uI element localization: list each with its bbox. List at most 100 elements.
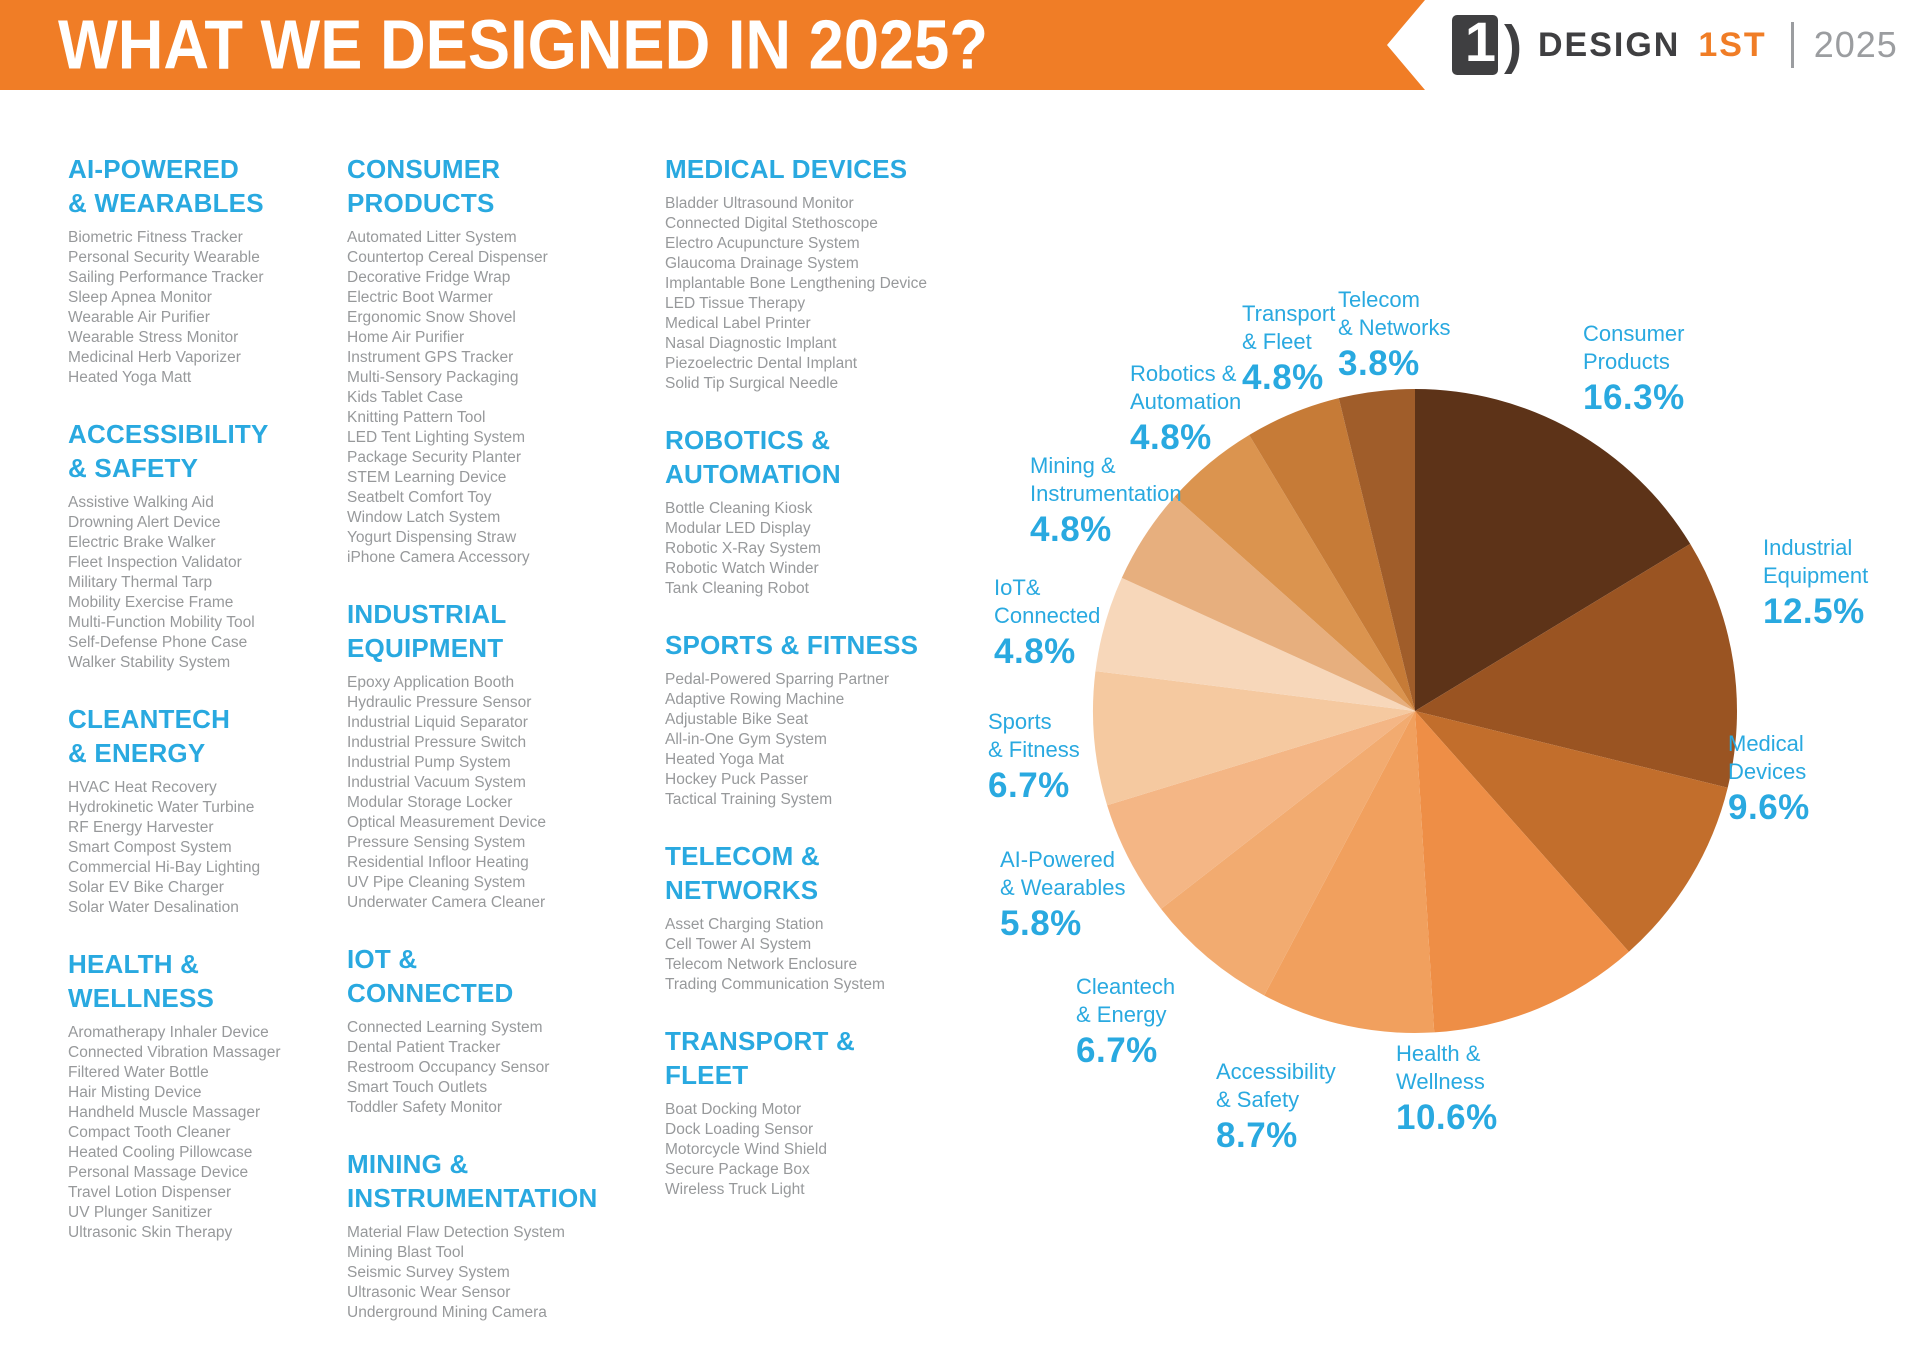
category-item: Tank Cleaning Robot	[665, 580, 809, 597]
pie-label-percent: 16.3%	[1583, 378, 1685, 417]
pie-label-mining-instrumentation: Mining & Instrumentation 4.8%	[1030, 452, 1182, 549]
category-item: Smart Touch Outlets	[347, 1079, 488, 1096]
category-item: Wearable Stress Monitor	[68, 329, 239, 346]
category-item: Underwater Camera Cleaner	[347, 894, 546, 911]
category-section: TRANSPORT & FLEET Boat Docking Motor Dock L…	[665, 1024, 980, 1200]
category-column-2: CONSUMER PRODUCTS Automated Litter System C…	[347, 152, 652, 1352]
category-section: SPORTS & FITNESS Pedal-Powered Sparring P…	[665, 628, 980, 810]
category-item: Tactical Training System	[665, 791, 833, 808]
category-heading: SPORTS & FITNESS	[665, 630, 919, 660]
category-item: Aromatherapy Inhaler Device	[68, 1024, 269, 1041]
pie-label-robotics-automation: Robotics & Automation 4.8%	[1130, 360, 1241, 457]
category-section: MEDICAL DEVICES Bladder Ultrasound Monito…	[665, 152, 980, 394]
category-item: Home Air Purifier	[347, 329, 465, 346]
category-item: Heated Yoga Mat	[665, 751, 784, 768]
category-item: Knitting Pattern Tool	[347, 409, 486, 426]
pie-slice-accessibility-safety	[1264, 711, 1435, 1034]
category-item: LED Tent Lighting System	[347, 429, 526, 446]
category-item-list: Aromatherapy Inhaler Device Connected Vib…	[68, 1023, 343, 1243]
pie-label-name: Medical Devices	[1728, 731, 1807, 784]
category-item: Mining Blast Tool	[347, 1244, 464, 1261]
pie-label-transport-fleet: Transport & Fleet 4.8%	[1242, 300, 1335, 397]
pie-label-accessibility-safety: Accessibility & Safety 8.7%	[1216, 1058, 1336, 1155]
category-item: Ultrasonic Skin Therapy	[68, 1224, 233, 1241]
category-item: Nasal Diagnostic Implant	[665, 335, 837, 352]
category-item: Motorcycle Wind Shield	[665, 1141, 827, 1158]
category-item: Instrument GPS Tracker	[347, 349, 514, 366]
pie-label-percent: 5.8%	[1000, 904, 1082, 943]
design1st-mark-icon: 1	[1452, 15, 1498, 75]
category-heading: MINING & INSTRUMENTATION	[347, 1149, 598, 1213]
category-item: Restroom Occupancy Sensor	[347, 1059, 550, 1076]
pie-label-name: Industrial Equipment	[1763, 535, 1869, 588]
category-item: Smart Compost System	[68, 839, 232, 856]
category-item: Cell Tower AI System	[665, 936, 812, 953]
category-item: Glaucoma Drainage System	[665, 255, 859, 272]
category-item: HVAC Heat Recovery	[68, 779, 217, 796]
category-item: RF Energy Harvester	[68, 819, 214, 836]
category-item: Trading Communication System	[665, 976, 885, 993]
category-item: Drowning Alert Device	[68, 514, 221, 531]
category-item: Seatbelt Comfort Toy	[347, 489, 492, 506]
category-heading: HEALTH & WELLNESS	[68, 949, 215, 1013]
category-item: Sailing Performance Tracker	[68, 269, 264, 286]
pie-label-telecom-networks: Telecom & Networks 3.8%	[1338, 286, 1450, 383]
pie-label-iot-connected: IoT& Connected 4.8%	[994, 574, 1100, 671]
category-item: Countertop Cereal Dispenser	[347, 249, 548, 266]
category-item: Handheld Muscle Massager	[68, 1104, 261, 1121]
pie-label-name: Telecom & Networks	[1338, 287, 1451, 340]
category-item: Connected Learning System	[347, 1019, 543, 1036]
category-item: Hydrokinetic Water Turbine	[68, 799, 255, 816]
category-item: UV Plunger Sanitizer	[68, 1204, 212, 1221]
pie-label-ai-powered-wearables: AI-Powered & Wearables 5.8%	[1000, 846, 1126, 943]
category-item: Robotic X-Ray System	[665, 540, 821, 557]
pie-label-percent: 4.8%	[1030, 510, 1112, 549]
category-column-1: AI-POWERED & WEARABLES Biometric Fitness T…	[68, 152, 343, 1272]
pie-label-consumer-products: Consumer Products 16.3%	[1583, 320, 1685, 417]
category-item: Connected Vibration Massager	[68, 1044, 281, 1061]
category-item: Medical Label Printer	[665, 315, 811, 332]
category-section: CONSUMER PRODUCTS Automated Litter System C…	[347, 152, 652, 568]
pie-label-percent: 8.7%	[1216, 1116, 1298, 1155]
pie-label-percent: 6.7%	[1076, 1031, 1158, 1070]
category-item-list: Epoxy Application Booth Hydraulic Pressur…	[347, 673, 652, 913]
pie-label-percent: 4.8%	[1242, 358, 1324, 397]
brand-logo: 1 ) DESIGN 1ST 2025	[1452, 10, 1898, 80]
category-heading: ROBOTICS & AUTOMATION	[665, 425, 841, 489]
category-item: All-in-One Gym System	[665, 731, 827, 748]
category-item: Solar EV Bike Charger	[68, 879, 224, 896]
category-section: HEALTH & WELLNESS Aromatherapy Inhaler Dev…	[68, 947, 343, 1243]
category-item: Connected Digital Stethoscope	[665, 215, 878, 232]
pie-slice-health-wellness	[1415, 711, 1629, 1033]
pie-label-percent: 4.8%	[1130, 418, 1212, 457]
category-item: UV Pipe Cleaning System	[347, 874, 526, 891]
category-item: Sleep Apnea Monitor	[68, 289, 212, 306]
page-title: WHAT WE DESIGNED IN 2025?	[58, 6, 988, 84]
category-section: INDUSTRIAL EQUIPMENT Epoxy Application Boo…	[347, 597, 652, 913]
category-item: Industrial Pressure Switch	[347, 734, 527, 751]
category-item: Ultrasonic Wear Sensor	[347, 1284, 511, 1301]
category-item: Boat Docking Motor	[665, 1101, 802, 1118]
category-item: Heated Yoga Matt	[68, 369, 192, 386]
category-item: Modular Storage Locker	[347, 794, 513, 811]
category-item: Seismic Survey System	[347, 1264, 510, 1281]
category-section: ACCESSIBILITY & SAFETY Assistive Walking A…	[68, 417, 343, 673]
category-item: Piezoelectric Dental Implant	[665, 355, 858, 372]
category-item: Biometric Fitness Tracker	[68, 229, 243, 246]
category-item: Asset Charging Station	[665, 916, 824, 933]
brand-divider	[1790, 22, 1794, 68]
pie-label-name: IoT& Connected	[994, 575, 1101, 628]
category-item: Industrial Vacuum System	[347, 774, 526, 791]
category-item-list: Bladder Ultrasound Monitor Connected Digi…	[665, 194, 980, 394]
category-item: Modular LED Display	[665, 520, 811, 537]
category-item: Adjustable Bike Seat	[665, 711, 809, 728]
category-item: Mobility Exercise Frame	[68, 594, 234, 611]
pie-slice-medical-devices	[1415, 711, 1728, 952]
category-item: Self-Defense Phone Case	[68, 634, 248, 651]
category-item-list: Biometric Fitness Tracker Personal Securi…	[68, 228, 343, 388]
category-section: AI-POWERED & WEARABLES Biometric Fitness T…	[68, 152, 343, 388]
category-item-list: HVAC Heat Recovery Hydrokinetic Water Tur…	[68, 778, 343, 918]
pie-label-name: Health & Wellness	[1396, 1041, 1485, 1094]
category-item: Medicinal Herb Vaporizer	[68, 349, 241, 366]
category-item-list: Asset Charging Station Cell Tower AI Syst…	[665, 915, 980, 995]
